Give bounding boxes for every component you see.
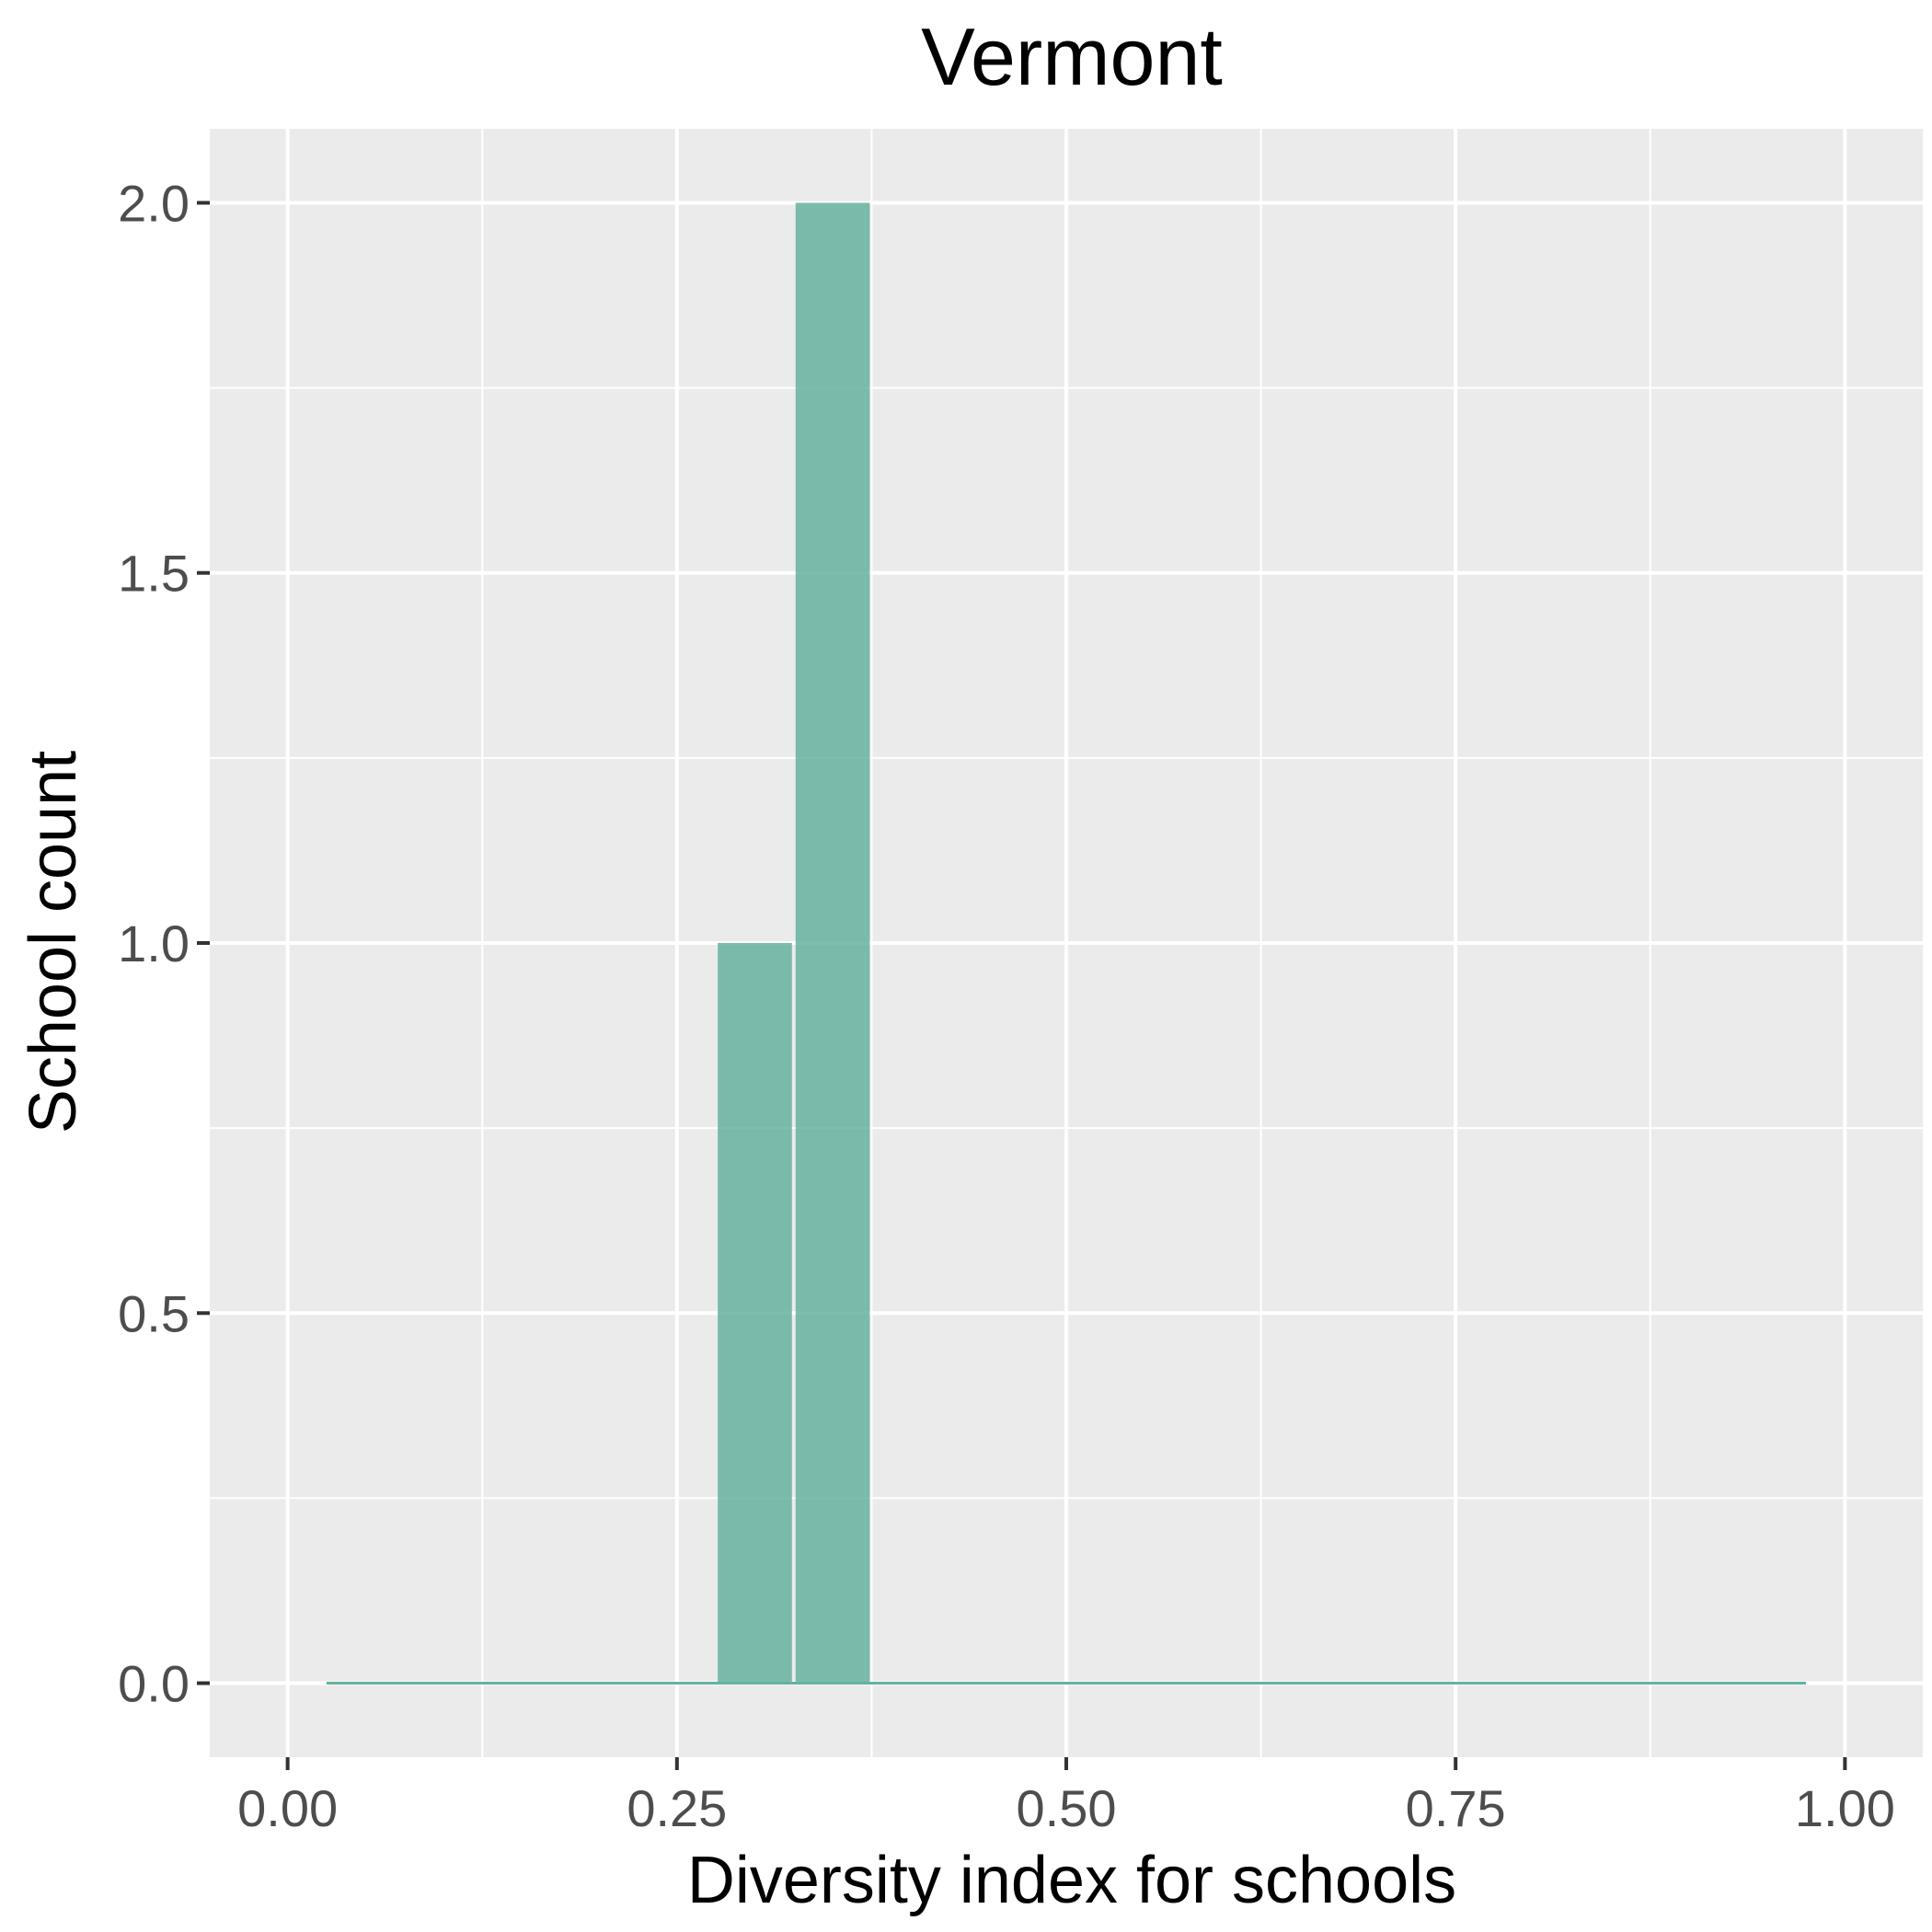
y-tick-label: 0.0 [118,1655,190,1713]
y-tick-label: 1.5 [118,545,190,603]
chart-title: Vermont [921,11,1223,102]
y-tick-label: 1.0 [118,914,190,972]
histogram-bar-1 [718,943,792,1684]
y-axis-title: School count [17,751,90,1133]
y-axis: 0.0 0.5 1.0 1.5 2.0 [118,174,210,1713]
y-tick-label: 2.0 [118,174,190,232]
x-tick-label: 0.50 [1017,1779,1117,1837]
x-tick-label: 0.25 [627,1779,727,1837]
x-axis: 0.00 0.25 0.50 0.75 1.00 [237,1757,1895,1837]
x-tick-label: 0.00 [237,1779,338,1837]
x-axis-title: Diversity index for schools [687,1844,1456,1917]
histogram-bar-2 [795,202,870,1684]
histogram-bars [718,202,870,1684]
x-tick-label: 0.75 [1406,1779,1506,1837]
x-tick-label: 1.00 [1795,1779,1895,1837]
y-tick-label: 0.5 [118,1284,190,1342]
